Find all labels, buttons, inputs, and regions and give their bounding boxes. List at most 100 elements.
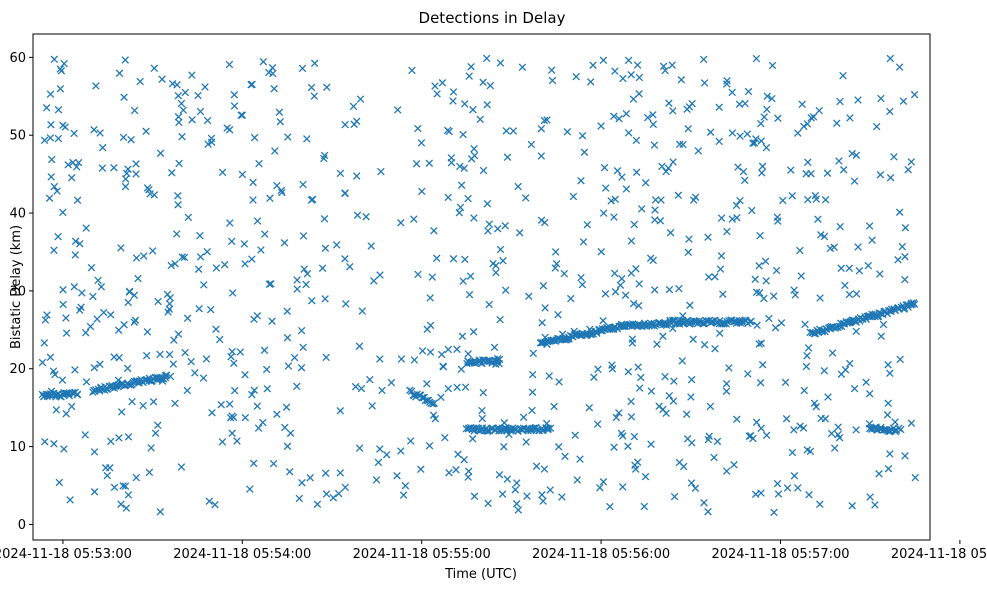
detection-point bbox=[493, 224, 502, 233]
detection-point bbox=[841, 366, 850, 374]
detection-point bbox=[618, 483, 627, 491]
detection-point bbox=[684, 248, 693, 257]
detection-point bbox=[217, 400, 225, 409]
detection-point bbox=[90, 125, 98, 134]
detection-point bbox=[831, 323, 839, 332]
detection-point bbox=[273, 410, 281, 419]
detection-point bbox=[886, 107, 894, 116]
detection-point bbox=[261, 230, 269, 238]
detection-point bbox=[172, 230, 181, 238]
detection-point bbox=[168, 169, 176, 177]
detection-point bbox=[640, 502, 649, 511]
detection-point bbox=[103, 471, 112, 480]
detection-point bbox=[757, 119, 765, 128]
detection-point bbox=[69, 158, 77, 167]
detection-point bbox=[872, 122, 881, 131]
x-tick-label: 2024-11-18 05:54:00 bbox=[173, 547, 311, 562]
detection-point bbox=[537, 124, 546, 133]
detection-point bbox=[293, 276, 301, 284]
detection-point bbox=[723, 227, 731, 236]
detection-point bbox=[56, 65, 65, 73]
detection-point bbox=[230, 359, 238, 367]
detection-point bbox=[683, 105, 691, 113]
detection-point bbox=[284, 362, 293, 370]
detection-point bbox=[303, 270, 312, 278]
detection-point bbox=[758, 361, 767, 369]
detection-point bbox=[145, 185, 153, 194]
detection-point bbox=[573, 476, 582, 484]
detection-point bbox=[169, 360, 178, 368]
detection-point bbox=[342, 300, 350, 308]
detection-point bbox=[684, 125, 692, 133]
detection-point bbox=[387, 378, 396, 387]
detection-point bbox=[907, 419, 916, 427]
detection-point bbox=[525, 292, 533, 301]
detection-point bbox=[790, 472, 799, 480]
detection-point bbox=[76, 239, 84, 248]
detection-point bbox=[901, 252, 909, 261]
detection-point bbox=[122, 504, 131, 512]
detection-point bbox=[370, 277, 378, 285]
detection-point bbox=[518, 63, 527, 71]
detection-point bbox=[630, 432, 639, 441]
detection-point bbox=[121, 482, 130, 490]
detection-point bbox=[240, 240, 249, 248]
detection-point bbox=[875, 470, 883, 478]
detection-point bbox=[430, 399, 438, 407]
detection-point bbox=[563, 128, 572, 136]
detection-point bbox=[723, 76, 731, 85]
detection-point bbox=[624, 367, 633, 376]
detection-point bbox=[332, 241, 341, 249]
detection-point bbox=[498, 490, 507, 498]
detection-point bbox=[460, 100, 469, 108]
detection-point bbox=[205, 497, 214, 505]
detection-point bbox=[815, 106, 823, 115]
detection-point bbox=[907, 158, 916, 166]
detection-point bbox=[804, 344, 813, 352]
detection-point bbox=[215, 335, 224, 344]
detection-point bbox=[894, 256, 902, 264]
detection-point bbox=[845, 290, 854, 299]
detection-point bbox=[747, 317, 755, 325]
detection-point bbox=[124, 298, 132, 307]
detection-point bbox=[760, 294, 768, 303]
detection-point bbox=[168, 79, 177, 88]
detection-point bbox=[444, 193, 452, 202]
detection-point bbox=[249, 459, 258, 468]
detection-point bbox=[783, 484, 792, 492]
detection-point bbox=[769, 292, 778, 300]
detection-point bbox=[362, 212, 370, 221]
detection-point bbox=[578, 131, 587, 140]
detection-point bbox=[634, 363, 642, 371]
detection-point bbox=[149, 397, 158, 406]
detection-point bbox=[750, 139, 759, 147]
detection-point bbox=[627, 397, 635, 406]
detection-point bbox=[177, 463, 186, 471]
detection-point bbox=[834, 430, 842, 439]
detection-point bbox=[127, 135, 135, 144]
y-tick-label: 50 bbox=[9, 129, 26, 144]
detection-point bbox=[73, 390, 82, 398]
detection-point bbox=[608, 365, 617, 373]
detection-point bbox=[351, 382, 360, 391]
detection-point bbox=[132, 473, 141, 482]
detection-point bbox=[40, 136, 49, 145]
detection-point bbox=[650, 286, 659, 294]
y-tick-label: 10 bbox=[9, 440, 26, 455]
detection-point bbox=[299, 232, 308, 240]
detection-point bbox=[597, 247, 606, 256]
detection-point bbox=[154, 297, 162, 306]
detection-point bbox=[119, 133, 128, 142]
detection-point bbox=[431, 82, 439, 90]
detection-point bbox=[60, 59, 68, 68]
detection-point bbox=[618, 274, 626, 283]
detection-point bbox=[896, 355, 904, 364]
detection-point bbox=[805, 491, 813, 499]
detection-point bbox=[307, 83, 316, 92]
detection-point bbox=[297, 326, 306, 335]
detection-point bbox=[627, 237, 636, 245]
detection-point bbox=[610, 112, 618, 121]
detection-point bbox=[300, 265, 308, 273]
detection-point bbox=[110, 163, 118, 172]
